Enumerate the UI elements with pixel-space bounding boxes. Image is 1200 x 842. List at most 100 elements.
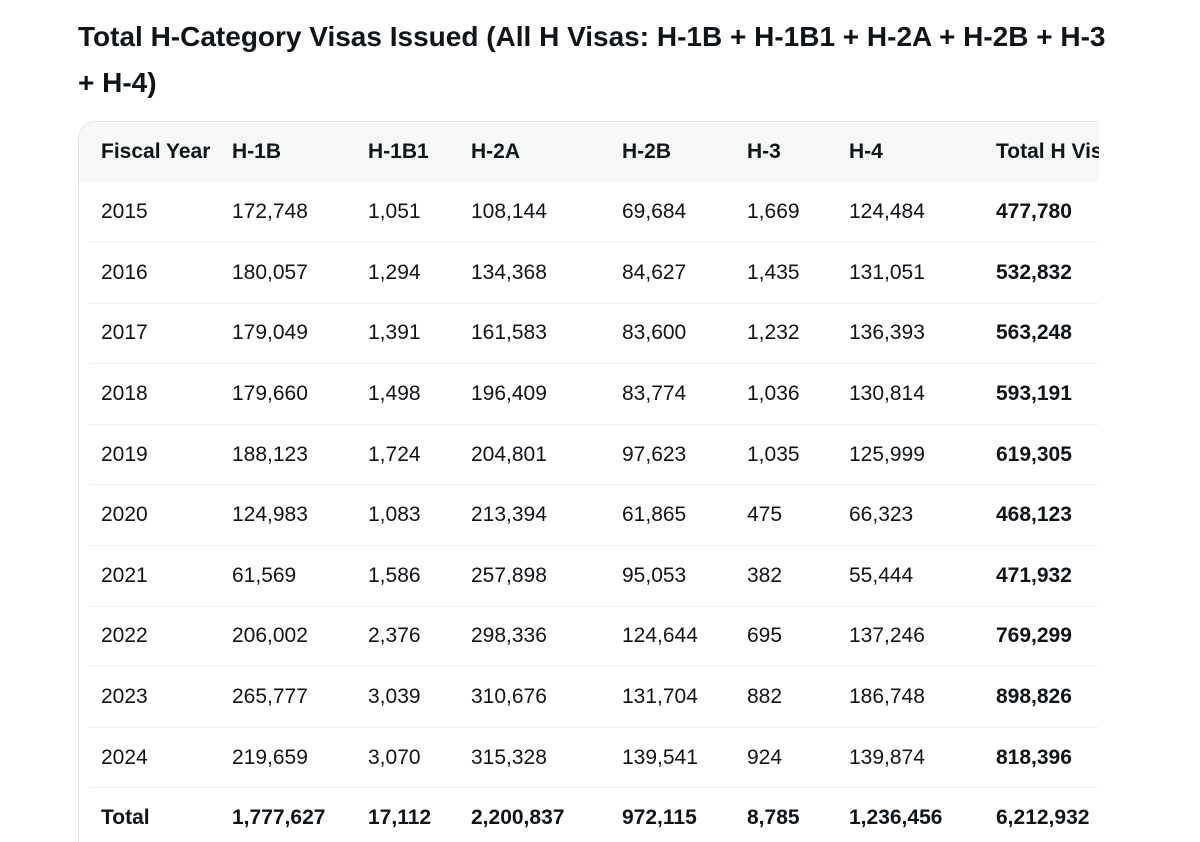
cell-h2b: 95,053 [622,545,747,607]
cell-year: 2020 [79,484,232,547]
cell-h1b: 124,983 [232,484,368,547]
table-row: 2018 179,660 1,498 196,409 83,774 1,036 … [79,363,1099,425]
cell-year: 2022 [79,606,232,668]
total-h4: 1,236,456 [849,806,943,830]
cell-h1b: 180,057 [232,242,368,304]
table-row: 2022 206,002 2,376 298,336 124,644 695 1… [79,606,1099,668]
cell-h3: 1,232 [747,303,849,365]
cell-h2a: 298,336 [471,606,622,668]
cell-year: 2021 [79,545,232,607]
cell-h1b: 265,777 [232,666,368,728]
header-h2a: H-2A [471,140,521,163]
cell-year: 2018 [79,363,232,425]
cell-h2a: 310,676 [471,666,622,728]
cell-total: 769,299 [996,606,1099,668]
cell-h1b: 206,002 [232,606,368,668]
cell-h4: 139,874 [849,727,996,789]
cell-h1b: 61,569 [232,545,368,607]
cell-h2b: 131,704 [622,666,747,728]
cell-year: 2024 [79,727,232,789]
table-title: Total H-Category Visas Issued (All H Vis… [78,21,1106,98]
cell-h1b1: 1,391 [368,303,471,365]
cell-h2a: 134,368 [471,242,622,304]
cell-h2a: 204,801 [471,424,622,486]
cell-year: 2015 [79,182,232,244]
cell-h4: 66,323 [849,484,996,547]
cell-h2b: 61,865 [622,484,747,547]
table-row: 2015 172,748 1,051 108,144 69,684 1,669 … [79,182,1099,244]
separator-inset [79,182,89,842]
cell-h2a: 161,583 [471,303,622,365]
total-label: Total [79,787,232,842]
cell-h2b: 83,774 [622,363,747,425]
cell-h1b1: 1,051 [368,182,471,244]
table-row: 2023 265,777 3,039 310,676 131,704 882 1… [79,666,1099,728]
data-table-container[interactable]: Fiscal Year H-1B H-1B1 H-2A H-2B H-3 H-4… [78,121,1099,842]
cell-h3: 382 [747,545,849,607]
cell-h2a: 213,394 [471,484,622,547]
cell-h2b: 84,627 [622,242,747,304]
cell-h1b1: 3,039 [368,666,471,728]
cell-h1b1: 1,294 [368,242,471,304]
cell-h2a: 108,144 [471,182,622,244]
table-header-row: Fiscal Year H-1B H-1B1 H-2A H-2B H-3 H-4… [79,122,1099,182]
cell-h3: 695 [747,606,849,668]
header-h1b1: H-1B1 [368,140,429,163]
cell-h1b1: 2,376 [368,606,471,668]
cell-total: 477,780 [996,182,1099,244]
total-h3: 8,785 [747,806,800,830]
cell-h3: 924 [747,727,849,789]
cell-h4: 125,999 [849,424,996,486]
cell-h2b: 69,684 [622,182,747,244]
cell-h3: 475 [747,484,849,547]
total-h2a: 2,200,837 [471,806,565,830]
cell-h4: 130,814 [849,363,996,425]
table-row: 2021 61,569 1,586 257,898 95,053 382 55,… [79,545,1099,607]
header-h2b: H-2B [622,140,672,163]
cell-h4: 55,444 [849,545,996,607]
cell-h3: 1,036 [747,363,849,425]
cell-h3: 1,435 [747,242,849,304]
cell-h1b1: 1,586 [368,545,471,607]
cell-h1b: 188,123 [232,424,368,486]
cell-h3: 1,035 [747,424,849,486]
cell-h1b: 179,660 [232,363,368,425]
header-total: Total H Visas [996,140,1099,163]
cell-h4: 186,748 [849,666,996,728]
cell-total: 593,191 [996,363,1099,425]
table-row: 2020 124,983 1,083 213,394 61,865 475 66… [79,484,1099,547]
cell-h1b1: 3,070 [368,727,471,789]
cell-total: 619,305 [996,424,1099,486]
cell-h3: 1,669 [747,182,849,244]
table-total-row: Total 1,777,627 17,112 2,200,837 972,115… [79,787,1099,842]
cell-year: 2019 [79,424,232,486]
visa-table: Fiscal Year H-1B H-1B1 H-2A H-2B H-3 H-4… [79,122,1099,842]
cell-total: 818,396 [996,727,1099,789]
cell-year: 2023 [79,666,232,728]
cell-h4: 136,393 [849,303,996,365]
cell-total: 532,832 [996,242,1099,304]
header-h1b: H-1B [232,140,282,163]
cell-h1b: 172,748 [232,182,368,244]
cell-h3: 882 [747,666,849,728]
cell-h1b1: 1,083 [368,484,471,547]
cell-year: 2017 [79,303,232,365]
cell-h2b: 83,600 [622,303,747,365]
cell-h2b: 139,541 [622,727,747,789]
cell-total: 468,123 [996,484,1099,547]
cell-h2a: 257,898 [471,545,622,607]
cell-year: 2016 [79,242,232,304]
table-row: 2016 180,057 1,294 134,368 84,627 1,435 … [79,242,1099,304]
cell-h1b: 219,659 [232,727,368,789]
cell-h1b1: 1,724 [368,424,471,486]
table-row: 2024 219,659 3,070 315,328 139,541 924 1… [79,727,1099,789]
total-h1b: 1,777,627 [232,806,326,830]
cell-h2b: 124,644 [622,606,747,668]
cell-h4: 131,051 [849,242,996,304]
header-h4: H-4 [849,140,883,163]
cell-h4: 137,246 [849,606,996,668]
header-h3: H-3 [747,140,781,163]
cell-h1b1: 1,498 [368,363,471,425]
cell-h2a: 196,409 [471,363,622,425]
